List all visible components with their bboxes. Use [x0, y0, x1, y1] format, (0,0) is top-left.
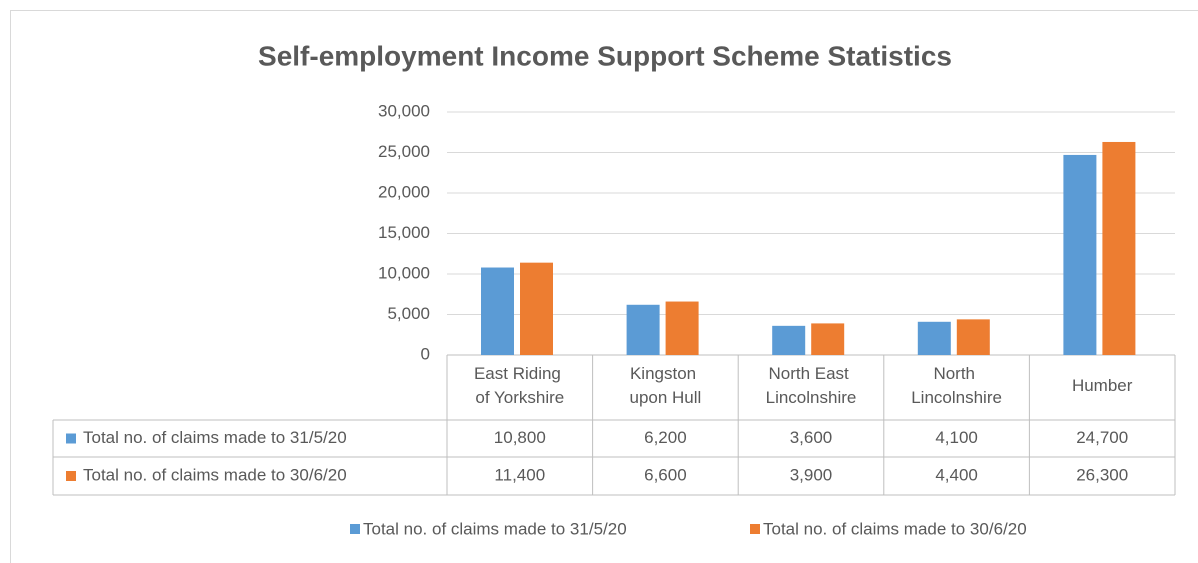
table-value: 26,300: [1076, 465, 1128, 484]
legend-label: Total no. of claims made to 31/5/20: [363, 519, 627, 538]
bar: [626, 304, 660, 355]
bar: [520, 262, 553, 355]
x-tick-label: North East Lincolnshire: [766, 364, 857, 407]
table-value: 3,600: [790, 428, 833, 447]
bar: [1063, 154, 1097, 355]
bar: [956, 319, 990, 355]
table-value: 24,700: [1076, 428, 1128, 447]
bar: [1102, 141, 1136, 355]
table-value: 10,800: [494, 428, 546, 447]
legend-label: Total no. of claims made to 30/6/20: [763, 519, 1027, 538]
chart-title: Self-employment Income Support Scheme St…: [258, 40, 952, 71]
bar: [811, 323, 845, 355]
legend-key: [66, 433, 76, 444]
x-tick-label: Kingston upon Hull: [629, 364, 701, 407]
y-tick-label: 25,000: [378, 142, 430, 161]
y-tick-label: 5,000: [387, 304, 430, 323]
legend-key: [66, 471, 76, 481]
legend-key: [350, 524, 360, 534]
x-tick-label: East Riding of Yorkshire: [474, 364, 566, 407]
bar: [917, 321, 951, 355]
table-value: 6,200: [644, 428, 687, 447]
x-tick-label: Humber: [1072, 376, 1133, 395]
y-tick-label: 20,000: [378, 182, 430, 201]
y-tick-label: 30,000: [378, 101, 430, 120]
y-tick-label: 15,000: [378, 223, 430, 242]
table-series-name: Total no. of claims made to 31/5/20: [83, 428, 347, 447]
table-series-name: Total no. of claims made to 30/6/20: [83, 465, 347, 484]
table-value: 3,900: [790, 465, 833, 484]
x-tick-label: North Lincolnshire: [911, 364, 1002, 407]
table-value: 11,400: [494, 465, 545, 484]
bar: [772, 325, 806, 355]
table-value: 4,400: [935, 465, 978, 484]
table-value: 4,100: [935, 428, 978, 447]
bar: [665, 301, 699, 355]
chart-border: [10, 10, 1198, 563]
legend-key: [750, 524, 760, 534]
table-value: 6,600: [644, 465, 687, 484]
y-tick-label: 10,000: [378, 263, 430, 282]
y-tick-label: 0: [421, 344, 430, 363]
bar: [481, 267, 514, 355]
